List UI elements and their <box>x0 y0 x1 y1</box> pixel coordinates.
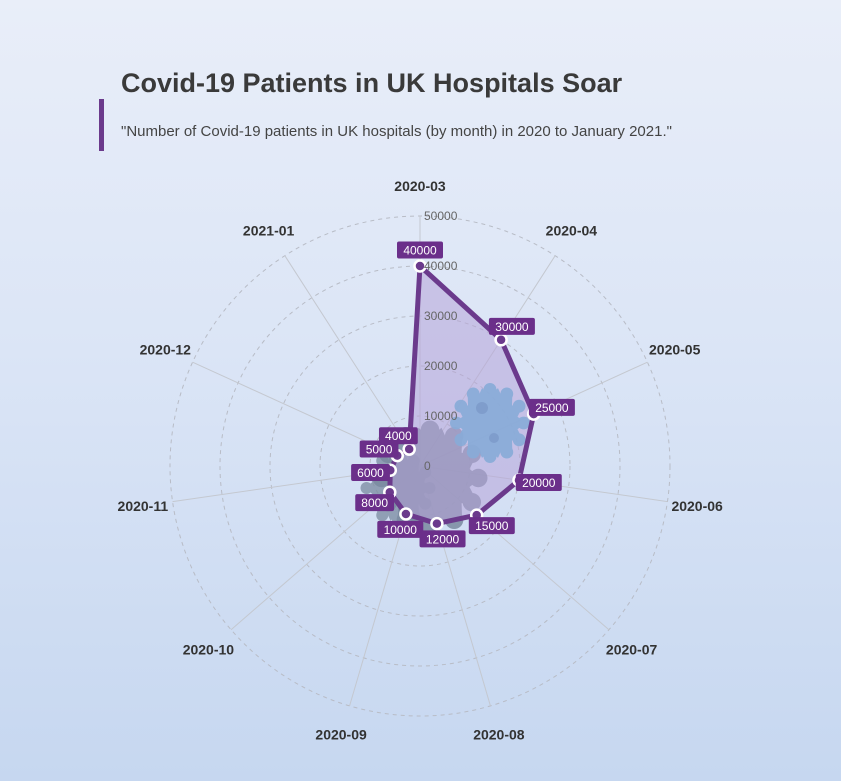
data-label: 25000 <box>528 398 575 416</box>
data-label-text: 4000 <box>385 429 412 443</box>
category-label: 2020-07 <box>606 641 658 657</box>
data-label: 4000 <box>378 427 418 445</box>
virus-spike <box>376 509 389 522</box>
data-label: 6000 <box>351 464 390 482</box>
category-label: 2020-06 <box>671 498 723 514</box>
data-label-box <box>359 440 399 458</box>
category-label: 2020-08 <box>473 727 525 743</box>
radial-tick-label: 50000 <box>424 209 458 223</box>
data-label-text: 6000 <box>357 466 384 480</box>
data-label-text: 5000 <box>366 442 393 456</box>
data-point <box>430 516 444 531</box>
data-label: 10000 <box>377 520 424 538</box>
category-label: 2020-04 <box>546 222 598 238</box>
data-label: 12000 <box>419 530 466 548</box>
data-label-box <box>419 530 466 548</box>
data-label-text: 30000 <box>495 320 529 334</box>
chart-title: Covid-19 Patients in UK Hospitals Soar <box>121 68 623 98</box>
data-label-text: 12000 <box>426 532 460 546</box>
subtitle-accent-bar <box>99 99 104 151</box>
data-label-box <box>351 464 390 482</box>
category-label: 2020-10 <box>183 641 235 657</box>
radial-tick-label: 40000 <box>424 259 458 273</box>
data-label-box <box>377 520 424 538</box>
data-label-box <box>397 241 443 259</box>
virus-spike <box>376 454 389 467</box>
data-label-box <box>378 427 418 445</box>
category-label: 2020-03 <box>394 178 446 194</box>
data-label-box <box>355 494 395 512</box>
data-point <box>494 333 508 347</box>
data-label: 30000 <box>488 317 535 335</box>
data-labels: 4000030000250002000015000120001000080006… <box>351 241 575 548</box>
data-label-box <box>515 474 562 492</box>
data-label-text: 15000 <box>475 519 509 533</box>
radial-ticks: 0 10000 20000 30000 40000 50000 <box>424 209 458 473</box>
category-label: 2020-05 <box>649 342 701 358</box>
category-label: 2020-09 <box>315 727 367 743</box>
data-label-box <box>488 317 535 335</box>
radial-tick-label: 10000 <box>424 409 458 423</box>
data-label: 20000 <box>515 474 562 492</box>
grid-ring <box>219 265 621 667</box>
data-label-text: 20000 <box>522 476 556 490</box>
virus-spike <box>360 482 373 494</box>
data-label-text: 25000 <box>535 401 569 415</box>
data-label-box <box>528 398 575 416</box>
radar-series <box>383 259 541 531</box>
data-label: 5000 <box>359 440 399 458</box>
data-label: 15000 <box>468 517 515 535</box>
data-point <box>402 442 416 456</box>
chart-subtitle: "Number of Covid-19 patients in UK hospi… <box>121 123 672 140</box>
series-area <box>387 263 537 527</box>
category-label: 2021-01 <box>243 222 295 238</box>
data-label-text: 10000 <box>384 523 418 537</box>
data-label-box <box>468 517 515 535</box>
data-label-text: 40000 <box>403 244 437 258</box>
category-label: 2020-12 <box>140 342 192 358</box>
category-labels: 2020-03 2020-04 2020-05 2020-06 2020-07 2020-… <box>118 178 724 743</box>
category-label: 2020-11 <box>118 498 169 514</box>
data-label: 8000 <box>355 494 395 512</box>
data-label: 40000 <box>397 241 443 259</box>
radial-tick-label: 30000 <box>424 309 458 323</box>
radial-tick-label: 20000 <box>424 359 458 373</box>
data-point <box>399 507 413 521</box>
data-point <box>413 259 427 273</box>
data-label-text: 8000 <box>361 496 388 510</box>
radial-tick-label: 0 <box>424 459 431 473</box>
